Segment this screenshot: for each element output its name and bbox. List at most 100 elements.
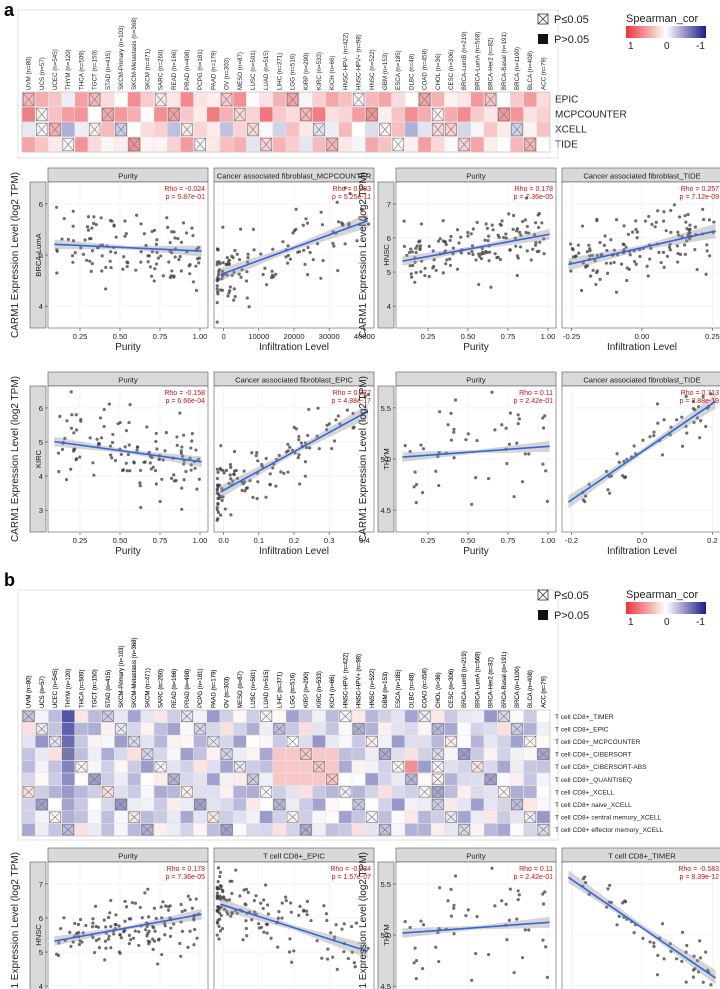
column-label: LUAD (n=515) [264, 669, 270, 708]
column-label: STAD (n=415) [105, 51, 112, 90]
column-label: LUSC (n=501) [250, 50, 257, 90]
facet-title: Purity [466, 852, 486, 861]
data-point [140, 916, 144, 920]
data-point [290, 448, 295, 452]
sig-mark [286, 735, 299, 748]
sig-mark [115, 798, 127, 811]
heatmap-cell [430, 136, 445, 153]
heatmap-cell [470, 709, 485, 723]
heatmap-cell [338, 106, 353, 123]
heatmap-cell [285, 785, 300, 799]
data-point [107, 934, 111, 938]
heatmap-cell [87, 810, 102, 824]
data-point [532, 233, 537, 237]
heatmap-cell [536, 760, 551, 774]
heatmap-cell [536, 136, 551, 153]
sig-mark [260, 786, 273, 798]
data-point [541, 426, 546, 430]
data-point [523, 928, 527, 932]
data-point [589, 274, 593, 278]
heatmap-cell [391, 722, 406, 736]
data-point [168, 249, 172, 253]
data-point [183, 908, 187, 912]
heatmap-border [21, 709, 551, 837]
data-point [413, 946, 417, 950]
heatmap-cell [351, 810, 366, 824]
heatmap-cell [246, 810, 260, 824]
heatmap-cell [153, 772, 168, 786]
data-point [585, 250, 589, 254]
regression-line [568, 230, 716, 266]
data-point [579, 288, 584, 293]
data-point [128, 469, 132, 473]
heatmap-cell [127, 760, 142, 774]
legend-nonsig-box [538, 610, 548, 620]
data-point [306, 433, 310, 438]
heatmap-cell [285, 797, 300, 812]
data-point [655, 973, 660, 977]
heatmap-cell [285, 136, 300, 153]
sig-mark [511, 123, 523, 136]
data-point [656, 209, 660, 213]
sig-mark [524, 138, 536, 151]
data-point [419, 222, 424, 226]
sig-mark [247, 773, 259, 785]
data-point [193, 466, 197, 470]
data-point [441, 271, 445, 275]
data-point [525, 224, 529, 229]
sig-mark [35, 723, 48, 735]
data-point [632, 444, 636, 448]
sig-mark [313, 122, 325, 137]
heatmap-cell [285, 106, 300, 123]
data-point [685, 431, 689, 435]
sig-mark [366, 108, 378, 121]
heatmap-cell [470, 106, 485, 123]
sig-mark [299, 748, 312, 760]
data-point [130, 901, 134, 905]
data-point [683, 243, 687, 247]
data-point [437, 483, 441, 488]
data-point [604, 261, 608, 265]
data-point [264, 283, 269, 287]
y-tick-label: 4.5 [380, 982, 391, 989]
data-point [112, 224, 116, 228]
heatmap-cell [193, 91, 208, 108]
data-point [485, 250, 489, 255]
column-label: HNSC-HPV- (n=422) [343, 652, 349, 708]
data-point [216, 510, 221, 515]
heatmap-cell [74, 709, 89, 723]
data-point [543, 890, 547, 894]
sig-mark [36, 123, 48, 136]
data-point [612, 248, 616, 252]
sig-mark [484, 773, 497, 785]
data-point [138, 905, 142, 910]
heatmap-cell [338, 772, 353, 786]
data-point [217, 895, 221, 899]
heatmap-cell [364, 722, 379, 736]
data-point [175, 435, 179, 439]
data-point [420, 967, 425, 971]
data-point [177, 257, 181, 262]
y-tick-label: 6 [387, 234, 391, 243]
data-point [117, 950, 121, 954]
data-point [289, 901, 293, 905]
data-point [163, 924, 167, 928]
sig-mark [458, 748, 471, 760]
data-point [352, 961, 356, 965]
data-point [284, 255, 288, 259]
column-label: KIRP (n=290) [304, 672, 310, 708]
data-point [71, 239, 76, 243]
data-point [79, 419, 83, 423]
facet-title: Purity [118, 852, 138, 861]
data-point [161, 274, 165, 278]
sig-mark [405, 773, 418, 785]
sig-mark [524, 137, 536, 152]
data-point [216, 909, 220, 914]
data-point [108, 453, 113, 457]
data-point [65, 419, 69, 423]
data-point [449, 438, 454, 442]
regression-line [402, 233, 550, 262]
sig-mark [207, 811, 220, 823]
data-point [534, 240, 538, 245]
y-tick-label: 6 [39, 914, 43, 923]
